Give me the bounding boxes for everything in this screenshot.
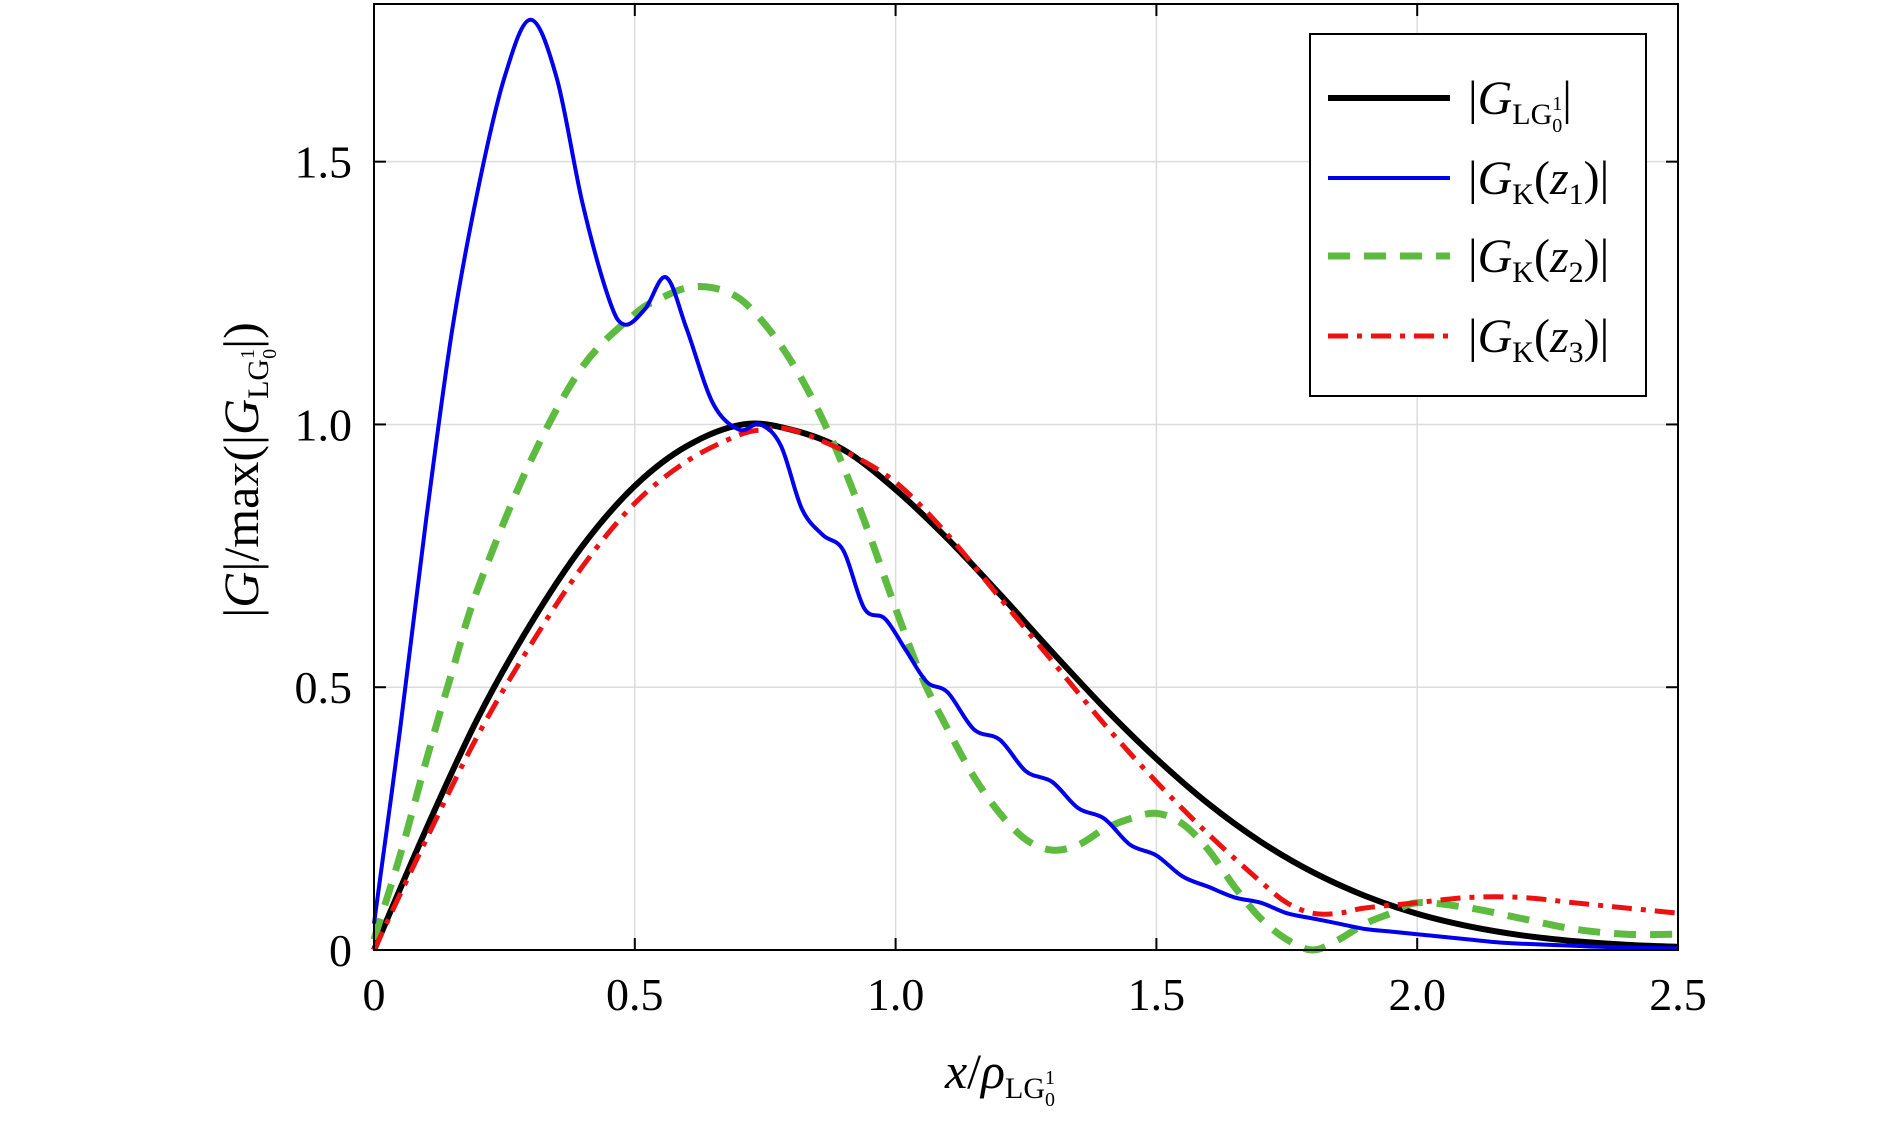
y-tick-label-0: 0 (329, 925, 352, 976)
x-tick-label-0: 0 (363, 969, 386, 1020)
legend-label-0: |GLG1 0| (1468, 72, 1572, 137)
legend-box (1309, 33, 1647, 397)
series-line-1 (372, 17, 1679, 951)
series-line-2 (370, 282, 1679, 954)
ticks: 0 0.5 1.0 1.5 2.0 2.5 0 0.5 1.0 1.5 (295, 4, 1707, 1020)
series-layer (370, 17, 1679, 954)
plot-frame (373, 3, 1679, 951)
legend-label-1: |GK(z1)| (1468, 152, 1609, 211)
y-tick-label-2: 1.0 (295, 399, 353, 450)
y-tick-label-3: 1.5 (295, 137, 353, 188)
legend-label-2: |GK(z2)| (1468, 230, 1609, 289)
x-tick-label-5: 2.5 (1649, 969, 1707, 1020)
x-tick-label-4: 2.0 (1388, 969, 1446, 1020)
x-axis-label: x/ρLG1 0 (944, 1043, 1055, 1111)
y-tick-label-1: 0.5 (295, 662, 353, 713)
x-tick-label-2: 1.0 (867, 969, 925, 1020)
series-line-3 (371, 425, 1679, 952)
y-axis-label: |G|/max(|GLG10|) (213, 322, 281, 618)
legend: |GLG1 0| |GK(z1)| |GK(z2)| |GK(z3)| (1309, 33, 1647, 397)
legend-label-3: |GK(z3)| (1468, 310, 1609, 369)
x-tick-label-3: 1.5 (1128, 969, 1186, 1020)
x-tick-label-1: 0.5 (606, 969, 664, 1020)
